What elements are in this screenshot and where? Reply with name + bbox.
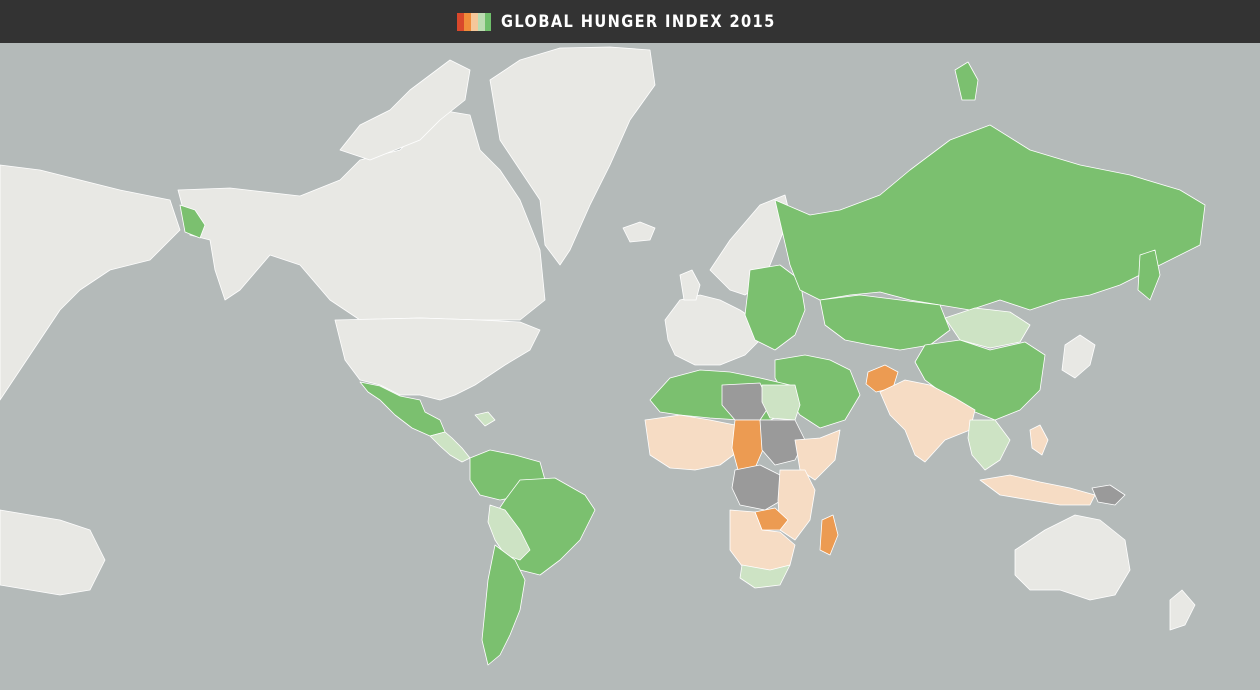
region-oceania-west-edge[interactable]: [0, 509, 106, 596]
world-map-svg[interactable]: [0, 43, 1260, 690]
region-new-zealand[interactable]: [1169, 589, 1196, 631]
page-title: GLOBAL HUNGER INDEX 2015: [501, 11, 776, 32]
region-iceland[interactable]: [622, 221, 656, 243]
region-uk[interactable]: [679, 269, 701, 301]
region-australia[interactable]: [1014, 514, 1131, 601]
region-japan[interactable]: [1061, 334, 1096, 379]
region-southeast-asia[interactable]: [967, 419, 1011, 471]
region-caribbean-small[interactable]: [474, 411, 496, 427]
region-asia-west-edge[interactable]: [0, 164, 181, 401]
region-west-africa[interactable]: [644, 414, 741, 471]
region-china[interactable]: [914, 339, 1046, 421]
region-greenland[interactable]: [489, 46, 656, 266]
logo-stripe-2: [464, 12, 471, 31]
region-usa[interactable]: [334, 317, 541, 401]
region-argentina-chile[interactable]: [481, 544, 526, 666]
logo-icon: [457, 12, 492, 31]
region-southern-africa[interactable]: [729, 509, 796, 576]
region-indonesia[interactable]: [979, 474, 1096, 506]
region-sudan-grey[interactable]: [759, 419, 806, 466]
region-peru-bolivia[interactable]: [487, 504, 531, 561]
region-scandinavia[interactable]: [709, 194, 791, 296]
logo-stripe-3: [470, 12, 478, 31]
region-arctic-islands[interactable]: [339, 59, 471, 161]
region-madagascar[interactable]: [819, 514, 839, 556]
region-novaya-zemlya[interactable]: [954, 61, 979, 101]
region-papua[interactable]: [1091, 484, 1126, 506]
logo-stripe-1: [457, 12, 465, 31]
region-eastern-europe[interactable]: [744, 264, 806, 351]
region-alaska-small[interactable]: [179, 204, 206, 239]
logo-stripe-5: [484, 12, 492, 31]
region-south-africa[interactable]: [739, 564, 791, 589]
region-kamchatka[interactable]: [1137, 249, 1161, 301]
world-map[interactable]: [0, 43, 1260, 690]
region-philippines[interactable]: [1029, 424, 1049, 456]
region-central-africa[interactable]: [731, 464, 783, 511]
logo-stripe-4: [477, 12, 485, 31]
region-india[interactable]: [879, 379, 976, 463]
region-east-africa[interactable]: [777, 469, 816, 541]
header-bar: GLOBAL HUNGER INDEX 2015: [0, 0, 1260, 43]
